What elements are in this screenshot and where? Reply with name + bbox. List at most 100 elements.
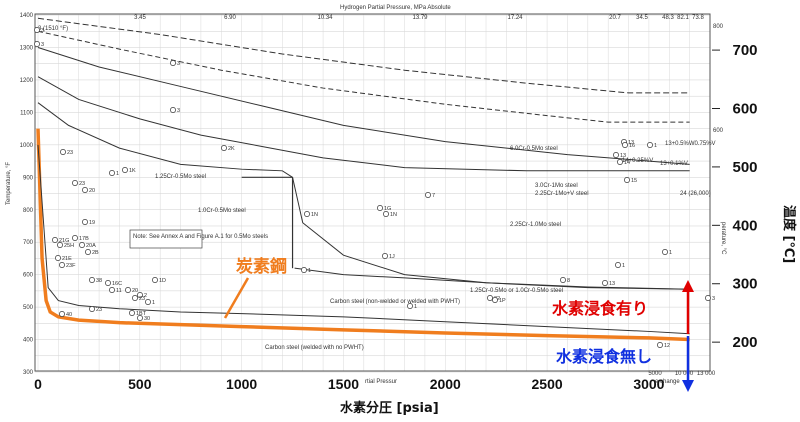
left-tick-label: 1400 [20, 13, 34, 19]
data-marker [137, 292, 143, 298]
data-marker [145, 299, 151, 305]
curve-label: 1.0Cr-0.5Mo steel [198, 208, 246, 214]
data-marker [55, 255, 61, 261]
data-marker [487, 295, 493, 301]
curve-labels: 6.0Cr-0.5Mo steel 3.0Cr-1Mo steel 2.25Cr-1… [38, 26, 716, 351]
data-marker [59, 311, 65, 317]
curve-label: 6.0Cr-0.5Mo steel [510, 146, 558, 152]
data-marker-label: 13 [609, 281, 615, 287]
data-marker-label: 3 [712, 296, 715, 302]
top-tick-label: 17.24 [507, 15, 523, 21]
curve-label: 1.25Cr-0.5Mo or 1.0Cr-0.5Mo steel [470, 288, 563, 294]
data-marker-label: 23F [66, 263, 76, 269]
data-marker [105, 280, 111, 286]
data-marker-label: 1 [116, 171, 119, 177]
data-marker-label: 23 [79, 181, 85, 187]
data-marker-label: 1N [311, 212, 318, 218]
data-marker-label: 16 [629, 143, 635, 149]
left-tick-label: 1000 [20, 143, 34, 149]
top-tick-label: 34.5 [636, 15, 648, 21]
right-tick-label: 600 [732, 101, 757, 118]
left-tick-label: 500 [23, 305, 34, 311]
data-marker [72, 235, 78, 241]
data-marker-label: 1K [129, 168, 136, 174]
data-marker-label: 30 [144, 316, 150, 322]
arrow-up-red [682, 280, 694, 334]
data-marker [170, 60, 176, 66]
arrow-down-blue [682, 336, 694, 392]
x-tick-label: 0 [34, 376, 42, 392]
left-tick-label: 1100 [20, 110, 34, 116]
curve-label: Carbon steel (welded with no PWHT) [265, 345, 364, 351]
data-marker [425, 192, 431, 198]
right-tick-label: 500 [732, 159, 757, 176]
data-marker-label: 13 [620, 153, 626, 159]
data-marker-label: 1 [308, 268, 311, 274]
data-marker [647, 142, 653, 148]
right-small-axis-ticks: 800 600 [713, 24, 724, 134]
data-marker-label: 1 [414, 304, 417, 310]
x-small-tick-label: 13 000 [697, 371, 716, 377]
data-marker [407, 303, 413, 309]
data-marker [560, 277, 566, 283]
data-marker [122, 167, 128, 173]
left-axis-ticks: 1400 1300 1200 1100 1000 900 800 700 600 500 400 30… [20, 13, 34, 376]
data-marker-label: 7 [432, 193, 435, 199]
data-marker-label: 23 [96, 307, 102, 313]
data-marker-label: 1BT [136, 311, 147, 317]
data-marker-label: 20 [89, 188, 95, 194]
data-marker-label: 2 [144, 293, 147, 299]
top-left-label: 3 (1510 °F) [38, 26, 68, 32]
left-axis-label: Temperature, °F [6, 162, 12, 205]
series-line [36, 128, 690, 342]
left-tick-label: 300 [23, 370, 34, 376]
data-marker-label: 3 [41, 42, 44, 48]
data-marker [377, 205, 383, 211]
data-marker-label: 12 [664, 343, 670, 349]
top-tick-label: 20.7 [609, 15, 621, 21]
top-axis-ticks: 3.45 6.90 10.34 13.79 17.24 20.7 34.5 48.3 82.1 7… [134, 15, 704, 21]
data-marker-label: 19 [89, 220, 95, 226]
data-marker [72, 180, 78, 186]
data-marker [132, 295, 138, 301]
data-marker [109, 170, 115, 176]
right-axis-title: 温度 [℃] [781, 205, 797, 263]
data-marker [52, 237, 58, 243]
series-line [37, 76, 690, 172]
x-small-tick-label: 5000 [648, 371, 662, 377]
data-marker-label: 38 [96, 278, 102, 284]
data-marker-label: 1 [669, 250, 672, 256]
data-marker [152, 277, 158, 283]
x-tick-label: 1500 [328, 376, 359, 392]
top-tick-label: 13.79 [412, 15, 428, 21]
series-line [37, 30, 690, 123]
data-marker-label: 17B [79, 236, 89, 242]
data-marker [617, 159, 623, 165]
left-tick-label: 700 [23, 240, 34, 246]
top-tick-label: 48.3 [662, 15, 674, 21]
data-marker [602, 280, 608, 286]
data-marker [79, 242, 85, 248]
top-tick-label: 73.8 [692, 15, 704, 21]
data-marker-label: 1D [159, 278, 166, 284]
series-line [37, 47, 690, 165]
data-marker-label: 25H [64, 243, 74, 249]
data-marker [82, 187, 88, 193]
x-small-tick-label: 10 000 [675, 371, 694, 377]
data-marker-label: 15 [631, 178, 637, 184]
data-marker [657, 342, 663, 348]
left-tick-label: 800 [23, 208, 34, 214]
x-small-ticks: 5000 10 000 13 000 [648, 371, 716, 377]
data-marker-label: 23 [67, 150, 73, 156]
data-marker [383, 211, 389, 217]
curve-label: 24 (26,000) [680, 191, 711, 197]
data-marker-label: 3 [177, 61, 180, 67]
data-marker-label: 21E [62, 256, 72, 262]
data-marker [129, 310, 135, 316]
right-axis-ticks: 700 600 500 400 300 200 [712, 42, 758, 351]
carbon-steel-label: 炭素鋼 [236, 256, 287, 277]
data-marker [57, 242, 63, 248]
curve-label: 13+0.5%W0.75%V [665, 141, 716, 147]
data-marker-label: 1N [390, 212, 397, 218]
x-tick-label: 1000 [226, 376, 257, 392]
